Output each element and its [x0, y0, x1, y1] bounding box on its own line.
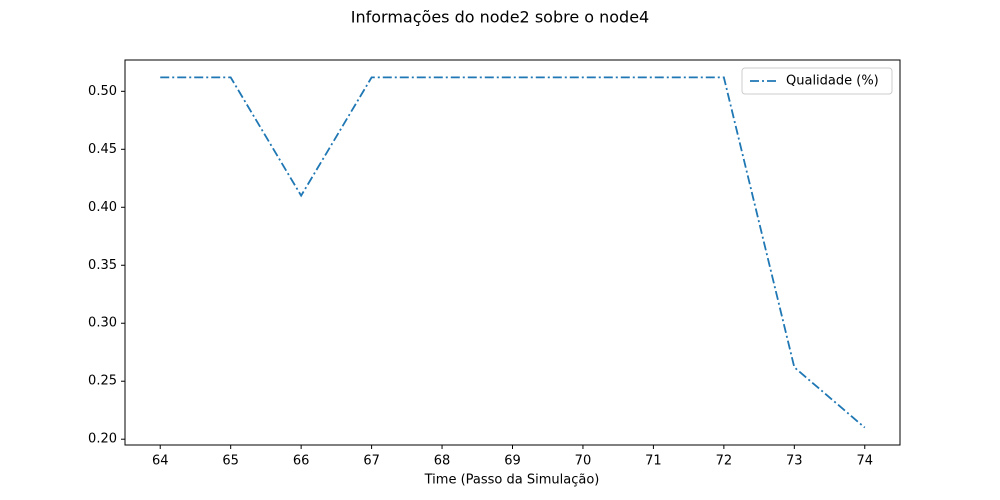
y-tick-label: 0.20 [88, 432, 117, 447]
legend-box [741, 67, 893, 95]
legend-label: Qualidade (%) [786, 74, 879, 89]
x-tick-label: 65 [222, 454, 239, 469]
y-tick-label: 0.25 [88, 374, 117, 389]
x-tick-label: 68 [434, 454, 451, 469]
chart-title: Informações do node2 sobre o node4 [351, 8, 649, 27]
y-tick-label: 0.35 [88, 258, 117, 273]
y-tick-label: 0.40 [88, 200, 117, 215]
x-tick-label: 69 [504, 454, 521, 469]
x-tick-label: 71 [645, 454, 662, 469]
y-tick-label: 0.45 [88, 142, 117, 157]
x-tick-label: 64 [152, 454, 169, 469]
x-tick-label: 74 [856, 454, 873, 469]
x-tick-label: 72 [716, 454, 733, 469]
x-tick-label: 73 [786, 454, 803, 469]
x-tick-label: 70 [575, 454, 592, 469]
y-tick-label: 0.50 [88, 84, 117, 99]
axes-frame [124, 59, 901, 446]
y-tick-label: 0.30 [88, 316, 117, 331]
x-tick-label: 66 [293, 454, 310, 469]
x-axis-label: Time (Passo da Simulação) [424, 473, 600, 488]
x-tick-label: 67 [363, 454, 380, 469]
